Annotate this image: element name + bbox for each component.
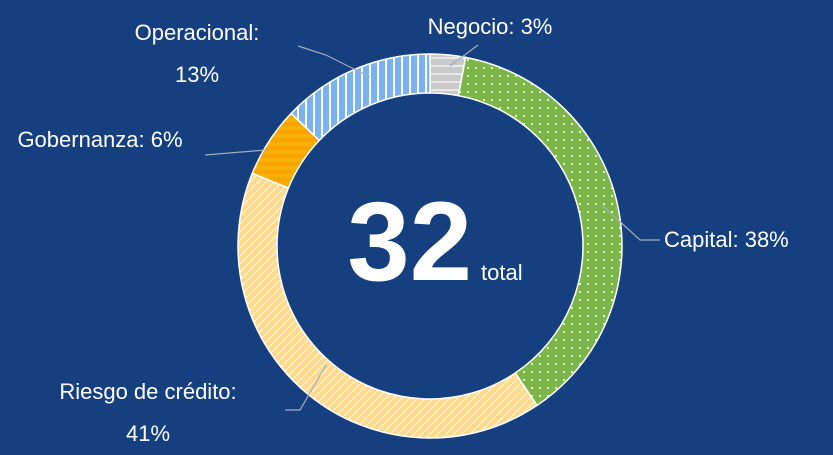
donut-segment — [237, 172, 539, 439]
data-label: Capital: 38% — [664, 227, 789, 252]
donut-segment — [290, 53, 431, 142]
leader-lines — [204, 44, 660, 411]
center-label: total — [481, 260, 523, 285]
leader-line — [285, 364, 327, 411]
leader-line — [297, 45, 371, 78]
data-label: Negocio: 3% — [427, 14, 553, 39]
leader-line — [204, 149, 267, 156]
data-label: Gobernanza: 6% — [17, 127, 183, 152]
data-label: Operacional: 13% — [134, 20, 260, 87]
leader-line — [601, 204, 660, 241]
data-label: Riesgo de crédito: 41% — [59, 379, 237, 446]
leader-line — [449, 44, 479, 67]
donut — [237, 53, 623, 439]
center-value: 32 — [347, 179, 472, 304]
donut-segment — [457, 56, 623, 407]
